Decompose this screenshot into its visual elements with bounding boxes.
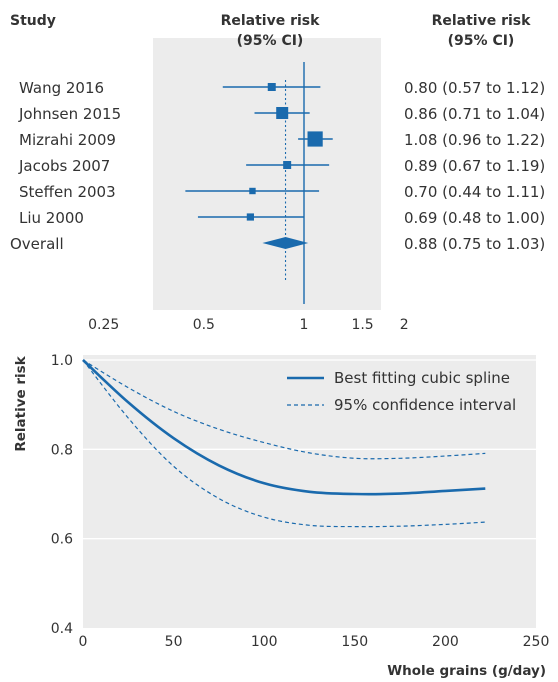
overall-name: Overall [10, 235, 64, 253]
study-name: Mizrahi 2009 [19, 131, 116, 149]
forest-x-tick-label: 0.5 [193, 317, 215, 333]
x-tick-label: 0 [79, 634, 88, 650]
x-tick-label: 200 [432, 634, 459, 650]
study-name: Johnsen 2015 [18, 105, 121, 123]
ci-lower-line [82, 359, 486, 528]
y-axis-label: Relative risk [13, 355, 29, 451]
overall-rr-value: 0.88 (0.75 to 1.03) [404, 235, 545, 253]
point-estimate [276, 107, 289, 119]
rr-value: 0.86 (0.71 to 1.04) [404, 105, 545, 123]
point-estimate [267, 83, 276, 91]
point-estimate [249, 187, 256, 195]
forest-rows: Wang 2016 0.80 (0.57 to 1.12) Johnsen 2015… [10, 62, 545, 304]
forest-x-tick-label: 1.5 [351, 317, 373, 333]
study-name: Jacobs 2007 [18, 157, 110, 175]
study-row: Liu 2000 0.69 (0.48 to 1.00) [19, 209, 545, 227]
rr-value: 0.89 (0.67 to 1.19) [404, 157, 545, 175]
study-name: Steffen 2003 [19, 183, 116, 201]
forest-x-axis: 0.25 0.5 1 1.5 2 [88, 317, 409, 333]
spline-series [82, 359, 486, 528]
rr-value: 0.69 (0.48 to 1.00) [404, 209, 545, 227]
study-row: Johnsen 2015 0.86 (0.71 to 1.04) [18, 105, 545, 123]
y-tick-label: 1.0 [51, 353, 73, 369]
point-estimate [246, 213, 254, 221]
forest-plot: Study Relative risk (95% CI) Relative ri… [10, 13, 545, 333]
rr-plot-header-line1: Relative risk [221, 13, 321, 29]
forest-x-tick-label: 0.25 [88, 317, 119, 333]
x-tick-label: 100 [251, 634, 278, 650]
study-row: Jacobs 2007 0.89 (0.67 to 1.19) [18, 157, 545, 175]
forest-x-tick-label: 2 [400, 317, 409, 333]
spline-chart: 0.4 0.6 0.8 1.0 0 50 100 150 200 250 Best fitting… [13, 353, 549, 679]
legend-label-ci: 95% confidence interval [334, 396, 516, 414]
study-row: Wang 2016 0.80 (0.57 to 1.12) [19, 79, 545, 97]
legend: Best fitting cubic spline 95% confidence… [287, 369, 516, 414]
study-header: Study [10, 13, 56, 29]
x-axis-label: Whole grains (g/day) [387, 663, 546, 679]
point-estimate [307, 131, 323, 147]
overall-row: Overall 0.88 (0.75 to 1.03) [10, 235, 545, 253]
forest-x-tick-label: 1 [300, 317, 309, 333]
rr-value: 0.80 (0.57 to 1.12) [404, 79, 545, 97]
x-tick-label: 150 [341, 634, 368, 650]
x-tick-label: 250 [523, 634, 550, 650]
legend-label-spline: Best fitting cubic spline [334, 369, 510, 387]
study-row: Steffen 2003 0.70 (0.44 to 1.11) [19, 183, 545, 201]
forest-plot-panel [153, 38, 381, 310]
ci-upper-line [82, 359, 486, 460]
y-tick-label: 0.6 [51, 532, 73, 548]
x-tick-label: 50 [165, 634, 183, 650]
rr-value-header-line2: (95% CI) [448, 33, 515, 49]
study-row: Mizrahi 2009 1.08 (0.96 to 1.22) [19, 131, 545, 149]
y-tick-label: 0.8 [51, 442, 73, 458]
study-name: Liu 2000 [19, 209, 84, 227]
rr-value: 0.70 (0.44 to 1.11) [404, 183, 545, 201]
study-name: Wang 2016 [19, 79, 104, 97]
y-tick-label: 0.4 [51, 621, 73, 637]
point-estimate [283, 161, 292, 169]
spline-line [82, 359, 486, 496]
rr-value-header-line1: Relative risk [432, 13, 532, 29]
spline-axes: 0.4 0.6 0.8 1.0 0 50 100 150 200 250 [51, 353, 550, 650]
overall-diamond [262, 237, 309, 249]
rr-value: 1.08 (0.96 to 1.22) [404, 131, 545, 149]
spline-grid [83, 359, 536, 540]
rr-plot-header-line2: (95% CI) [237, 33, 304, 49]
